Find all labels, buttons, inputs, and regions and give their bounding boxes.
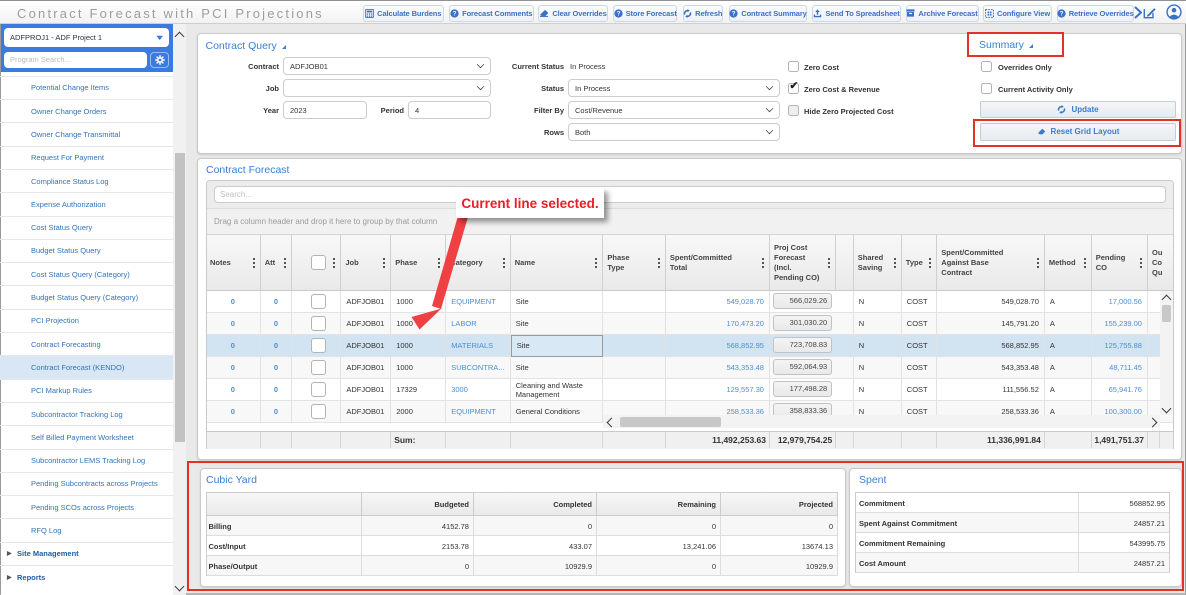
svg-text:?: ? bbox=[453, 10, 457, 17]
svg-text:?: ? bbox=[732, 10, 736, 17]
svg-text:?: ? bbox=[1059, 10, 1063, 17]
svg-text:?: ? bbox=[616, 10, 620, 17]
